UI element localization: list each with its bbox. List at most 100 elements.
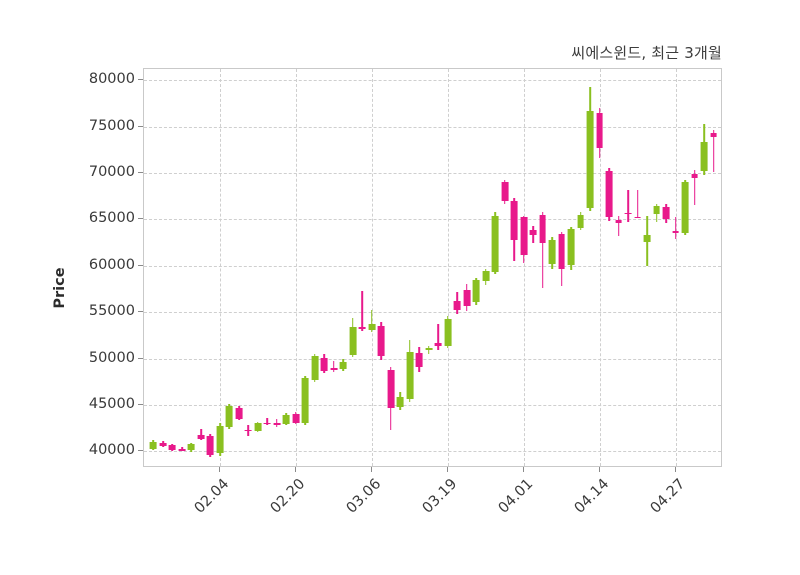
candle-body[interactable] bbox=[387, 369, 395, 408]
candle-body[interactable] bbox=[700, 142, 708, 172]
x-axis-tick-label: 02.20 bbox=[267, 476, 309, 517]
candle-body[interactable] bbox=[169, 444, 176, 450]
candle-wick bbox=[617, 215, 620, 236]
candle-wick bbox=[371, 310, 373, 332]
candle-body[interactable] bbox=[634, 216, 641, 219]
candle-wick bbox=[541, 211, 544, 288]
candle-body[interactable] bbox=[330, 367, 338, 370]
gridline-horizontal bbox=[144, 80, 721, 82]
candle-body[interactable] bbox=[577, 214, 585, 228]
candle-body[interactable] bbox=[311, 355, 319, 380]
candle-body[interactable] bbox=[615, 220, 622, 224]
candle-body[interactable] bbox=[453, 300, 461, 311]
gridline-vertical bbox=[295, 69, 297, 466]
candle-body[interactable] bbox=[605, 171, 613, 218]
gridline-horizontal bbox=[144, 172, 721, 174]
candle-body[interactable] bbox=[301, 377, 309, 423]
candle-body[interactable] bbox=[282, 415, 290, 425]
candle-body[interactable] bbox=[463, 289, 471, 306]
candle-body[interactable] bbox=[273, 423, 281, 425]
x-axis-tick-mark bbox=[218, 467, 220, 472]
candle-body[interactable] bbox=[320, 357, 328, 371]
candle-body[interactable] bbox=[292, 414, 300, 423]
candle-body[interactable] bbox=[444, 318, 452, 346]
candle-wick bbox=[712, 130, 715, 172]
candle-body[interactable] bbox=[150, 442, 157, 449]
x-axis-tick-label: 04.27 bbox=[647, 476, 688, 517]
candle-body[interactable] bbox=[244, 429, 252, 432]
y-axis-tick-mark bbox=[138, 79, 143, 81]
candle-wick bbox=[333, 361, 335, 373]
candle-body[interactable] bbox=[188, 443, 195, 451]
y-axis-tick-label: 75000 bbox=[88, 117, 135, 134]
gridline-horizontal bbox=[144, 358, 721, 360]
candle-body[interactable] bbox=[396, 396, 404, 407]
candle-body[interactable] bbox=[596, 112, 604, 148]
candle-body[interactable] bbox=[710, 133, 717, 137]
candle-wick bbox=[266, 417, 269, 426]
candle-body[interactable] bbox=[681, 182, 689, 234]
candle-body[interactable] bbox=[254, 423, 262, 431]
x-axis-tick-label: 04.01 bbox=[495, 476, 536, 517]
candle-body[interactable] bbox=[548, 239, 556, 264]
candle-body[interactable] bbox=[558, 234, 566, 270]
x-axis-tick-label: 03.19 bbox=[419, 476, 461, 517]
candle-body[interactable] bbox=[691, 173, 698, 178]
candle-body[interactable] bbox=[178, 448, 186, 451]
candle-body[interactable] bbox=[662, 207, 670, 220]
candle-body[interactable] bbox=[501, 182, 509, 201]
candle-body[interactable] bbox=[624, 212, 632, 215]
y-axis-tick-label: 55000 bbox=[88, 303, 135, 320]
candle-body[interactable] bbox=[349, 326, 357, 355]
candle-body[interactable] bbox=[491, 215, 499, 273]
y-axis-tick-label: 60000 bbox=[88, 256, 135, 273]
candle-body[interactable] bbox=[159, 442, 167, 446]
y-axis-tick-label: 70000 bbox=[88, 163, 135, 180]
candle-body[interactable] bbox=[472, 279, 480, 302]
candle-body[interactable] bbox=[415, 352, 423, 367]
candle-body[interactable] bbox=[510, 200, 518, 240]
y-axis-tick-mark bbox=[138, 264, 143, 266]
y-axis-tick-mark bbox=[138, 311, 143, 313]
candle-body[interactable] bbox=[358, 326, 366, 329]
candle-wick bbox=[276, 418, 278, 428]
candle-body[interactable] bbox=[216, 426, 224, 454]
candle-wick bbox=[200, 429, 202, 441]
candle-body[interactable] bbox=[368, 324, 376, 330]
gridline-horizontal bbox=[144, 451, 721, 453]
y-axis-tick-label: 65000 bbox=[88, 210, 135, 227]
candle-body[interactable] bbox=[377, 326, 385, 356]
candle-body[interactable] bbox=[482, 271, 490, 281]
candle-body[interactable] bbox=[406, 352, 414, 400]
candle-body[interactable] bbox=[339, 362, 347, 369]
candle-body[interactable] bbox=[434, 342, 442, 346]
y-axis-tick-label: 40000 bbox=[88, 442, 135, 459]
candle-body[interactable] bbox=[235, 407, 243, 419]
gridline-horizontal bbox=[144, 126, 721, 128]
candle-wick bbox=[361, 290, 364, 331]
candle-body[interactable] bbox=[207, 436, 214, 455]
chart-title: 씨에스윈드, 최근 3개월 bbox=[571, 44, 722, 62]
x-axis-tick-label: 02.04 bbox=[191, 476, 233, 517]
plot-inner bbox=[144, 69, 721, 466]
candle-body[interactable] bbox=[539, 214, 547, 244]
candle-body[interactable] bbox=[520, 217, 528, 255]
candle-body[interactable] bbox=[567, 228, 575, 265]
candle-body[interactable] bbox=[653, 206, 660, 214]
candle-body[interactable] bbox=[197, 434, 205, 440]
candle-body[interactable] bbox=[226, 405, 233, 428]
x-axis-tick-mark bbox=[294, 467, 296, 472]
candle-body[interactable] bbox=[263, 422, 271, 425]
gridline-horizontal bbox=[144, 265, 721, 267]
y-axis-tick-label: 50000 bbox=[88, 349, 135, 366]
y-axis-tick-label: 80000 bbox=[88, 71, 135, 88]
candle-body[interactable] bbox=[529, 230, 537, 236]
candle-body[interactable] bbox=[586, 110, 594, 209]
candle-wick bbox=[693, 170, 696, 206]
candle-body[interactable] bbox=[672, 231, 679, 234]
gridline-horizontal bbox=[144, 219, 721, 221]
x-axis-tick-mark bbox=[674, 467, 676, 472]
candle-body[interactable] bbox=[643, 235, 651, 242]
candle-body[interactable] bbox=[425, 348, 433, 351]
